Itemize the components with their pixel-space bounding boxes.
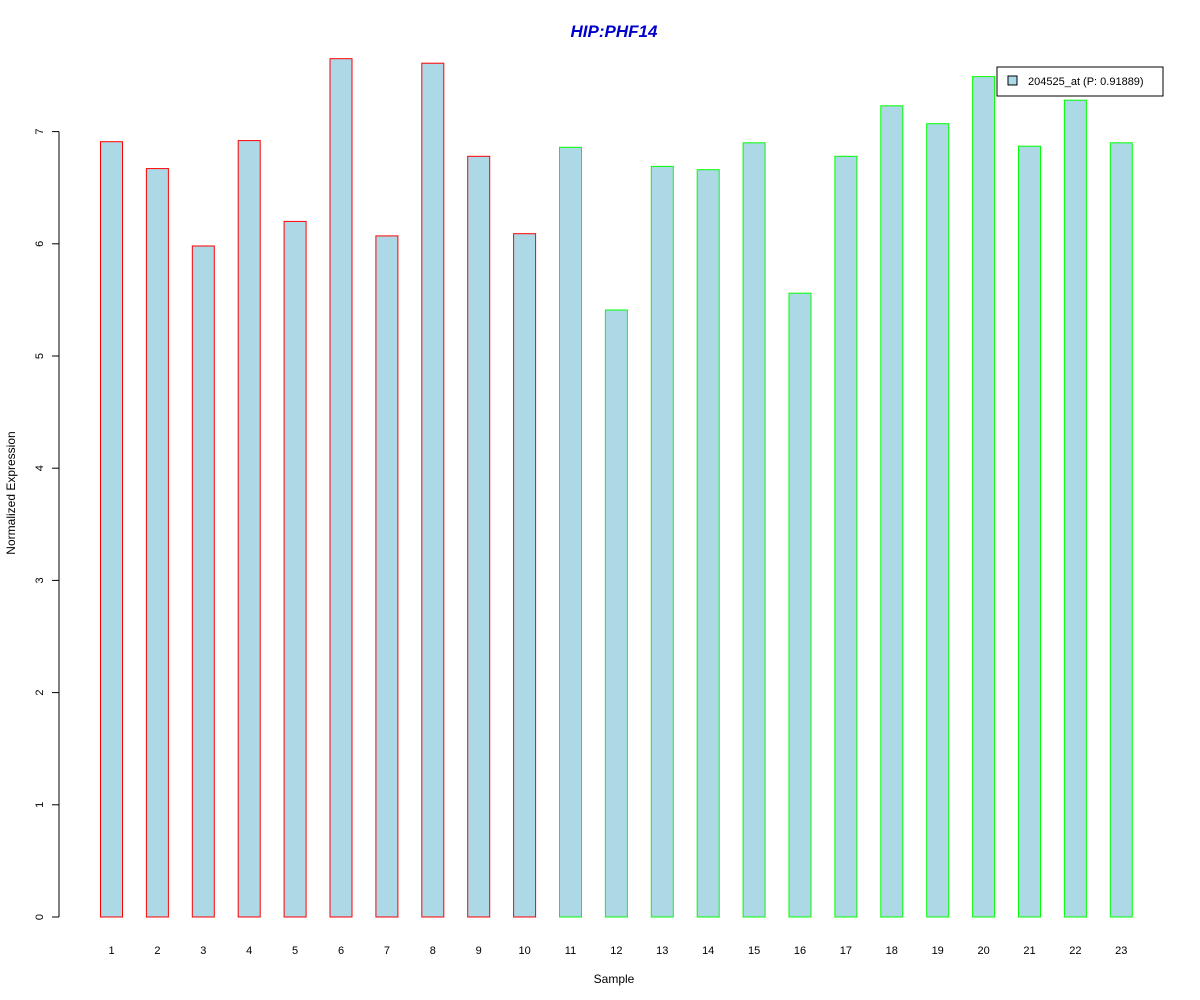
bar-sample-4 [237, 140, 261, 918]
y-tick-label: 6 [34, 241, 46, 247]
bar-sample-21 [1018, 145, 1041, 918]
x-tick-label: 9 [476, 945, 482, 957]
bar-sample-16 [788, 292, 812, 918]
bar-sample-17 [834, 155, 858, 918]
bar-sample-19 [926, 123, 950, 918]
x-tick-label: 22 [1069, 945, 1081, 957]
x-axis-label: Sample [594, 972, 635, 986]
legend: 204525_at (P: 0.91889) [996, 66, 1164, 97]
x-tick-label: 10 [518, 945, 530, 957]
y-tick-label: 4 [34, 465, 46, 471]
y-axis-label: Normalized Expression [4, 431, 18, 554]
bar-sample-5 [283, 220, 307, 918]
y-tick-label: 2 [34, 690, 46, 696]
y-tick-label: 5 [34, 353, 46, 359]
bar-sample-14 [696, 169, 720, 918]
bar-sample-8 [421, 62, 445, 918]
bar-sample-7 [375, 235, 399, 918]
bars-group [100, 58, 1133, 918]
bar-sample-10 [513, 233, 537, 918]
bar-sample-12 [604, 309, 628, 918]
x-tick-labels: 1 2 3 4 5 6 7 8 9 10 11 12 13 14 15 16 17 18 19 20 21 22 23 [108, 945, 1127, 957]
bar-sample-11 [559, 146, 582, 918]
x-tick-label: 19 [932, 945, 944, 957]
bar-sample-18 [880, 105, 904, 918]
x-tick-label: 2 [154, 945, 160, 957]
x-tick-label: 12 [610, 945, 622, 957]
y-axis: 0 1 2 3 4 5 6 7 [34, 129, 60, 920]
bar-sample-2 [145, 168, 169, 918]
y-tick-label: 7 [34, 129, 46, 135]
x-tick-label: 8 [430, 945, 436, 957]
x-tick-label: 23 [1115, 945, 1127, 957]
bar-sample-22 [1063, 99, 1087, 918]
x-tick-label: 20 [977, 945, 989, 957]
x-tick-label: 7 [384, 945, 390, 957]
legend-box [996, 66, 1164, 97]
bar-sample-6 [329, 58, 353, 918]
x-tick-label: 15 [748, 945, 760, 957]
x-tick-label: 13 [656, 945, 668, 957]
x-tick-label: 18 [886, 945, 898, 957]
x-tick-label: 16 [794, 945, 806, 957]
x-tick-label: 3 [200, 945, 206, 957]
bar-sample-13 [650, 165, 674, 918]
x-tick-label: 17 [840, 945, 852, 957]
x-tick-label: 6 [338, 945, 344, 957]
y-tick-label: 0 [34, 914, 46, 920]
y-tick-label: 1 [34, 802, 46, 808]
x-tick-label: 11 [565, 945, 576, 957]
bar-sample-20 [972, 76, 996, 918]
bar-sample-15 [742, 142, 766, 918]
bar-sample-9 [467, 155, 491, 918]
x-tick-label: 1 [108, 945, 114, 957]
x-tick-label: 14 [702, 945, 714, 957]
x-tick-label: 4 [246, 945, 252, 957]
x-tick-label: 5 [292, 945, 298, 957]
bar-sample-3 [191, 245, 215, 918]
legend-swatch [1007, 75, 1018, 86]
bar-sample-23 [1109, 142, 1133, 918]
y-tick-label: 3 [34, 577, 46, 583]
bar-sample-1 [100, 141, 123, 918]
legend-entry-label: 204525_at (P: 0.91889) [1028, 76, 1144, 88]
x-tick-label: 21 [1023, 945, 1035, 957]
chart-title: HIP:PHF14 [571, 22, 658, 41]
